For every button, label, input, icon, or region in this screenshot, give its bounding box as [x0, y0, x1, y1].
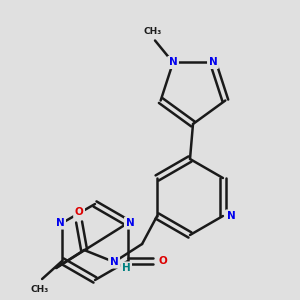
Text: N: N — [226, 211, 235, 221]
Text: H: H — [122, 263, 130, 273]
Text: CH₃: CH₃ — [31, 284, 49, 293]
Text: O: O — [158, 256, 167, 266]
Text: O: O — [75, 207, 83, 217]
Text: N: N — [208, 58, 217, 68]
Text: N: N — [125, 218, 134, 228]
Text: N: N — [56, 218, 64, 228]
Text: N: N — [110, 257, 118, 267]
Text: N: N — [169, 58, 177, 68]
Text: CH₃: CH₃ — [144, 27, 162, 36]
